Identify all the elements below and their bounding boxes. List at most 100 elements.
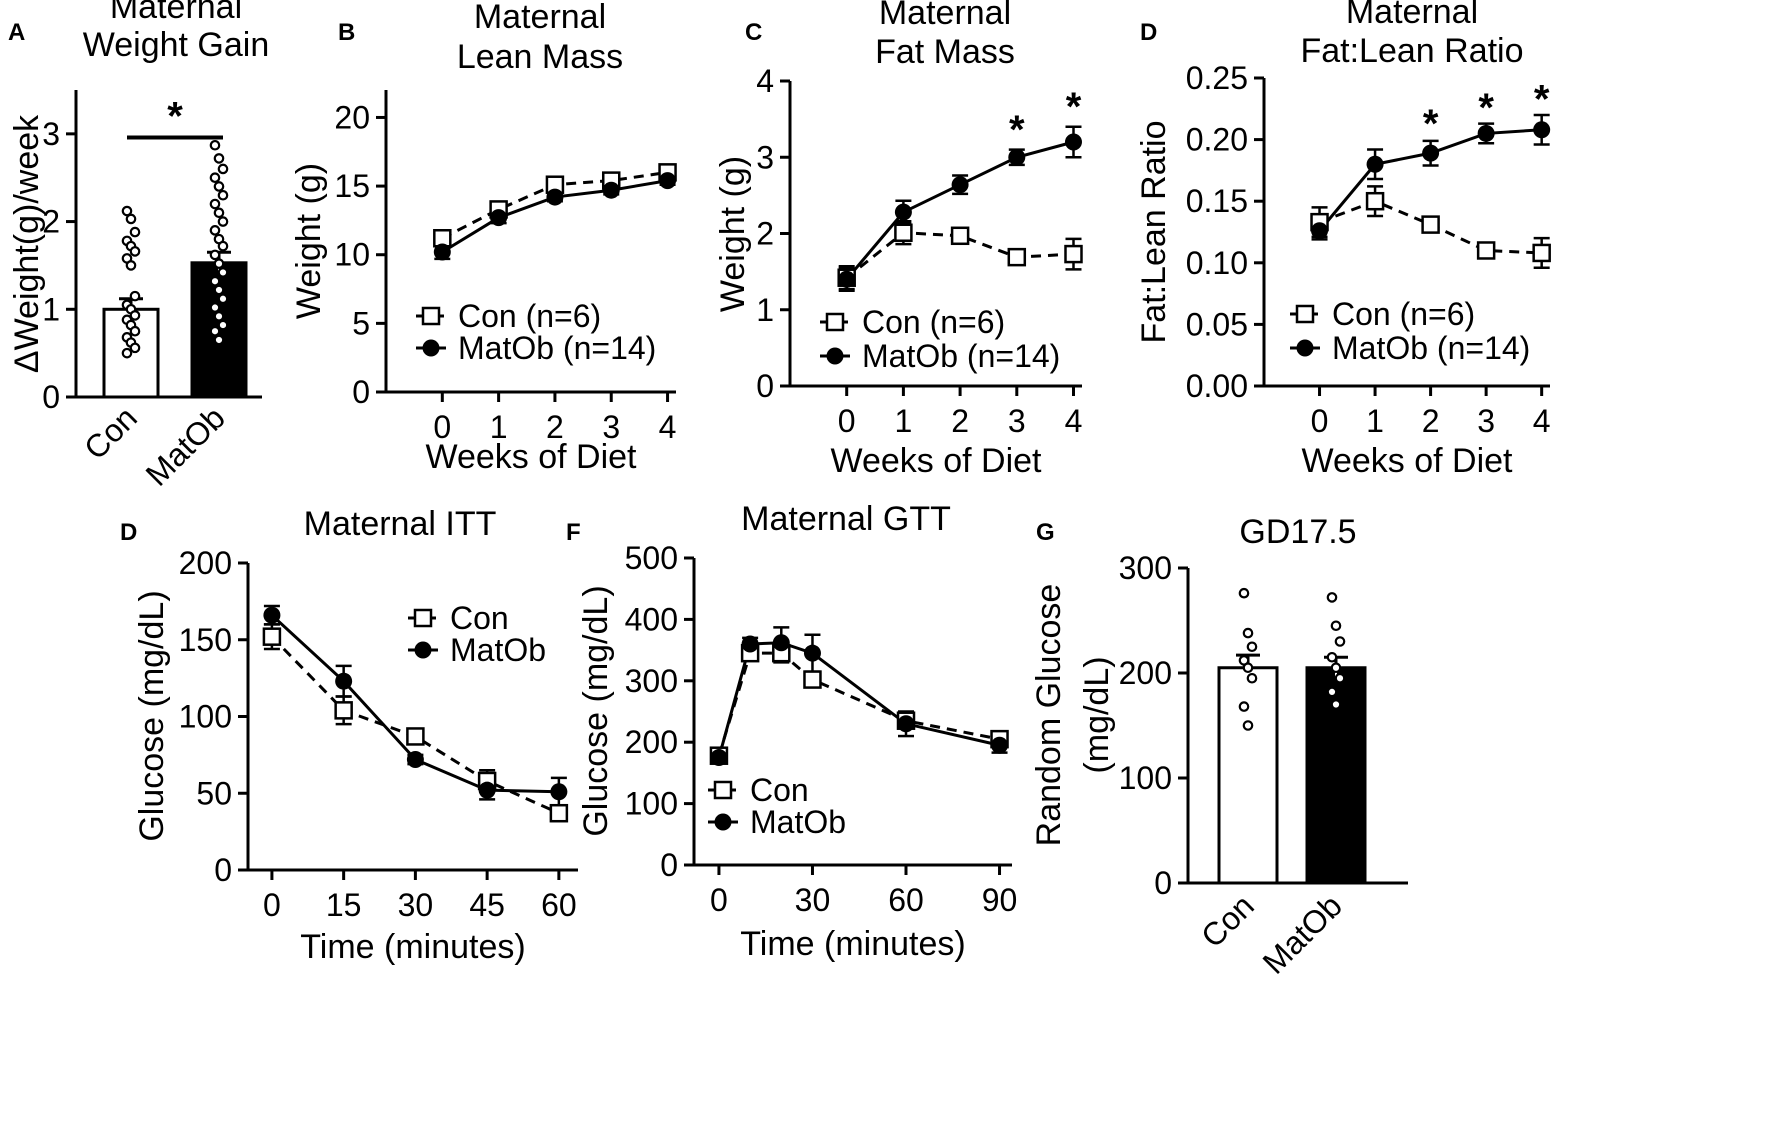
x-tick-label: 3: [1477, 403, 1495, 439]
x-tick-label: 3: [1008, 403, 1026, 439]
y-tick-label: 0: [352, 374, 370, 410]
data-point: [1242, 662, 1254, 674]
x-tick-label: 2: [1422, 403, 1440, 439]
panel-letter: D: [120, 519, 137, 546]
legend-marker: [421, 306, 441, 326]
x-tick-label: 1: [1366, 403, 1384, 439]
point-matob: [838, 270, 856, 288]
x-tick-label: 45: [469, 887, 505, 923]
data-point: [121, 347, 133, 359]
data-point: [217, 319, 229, 331]
y-tick-label: 5: [352, 305, 370, 341]
y-tick-label: 15: [334, 168, 370, 204]
legend-label: Con: [450, 600, 509, 636]
data-point: [213, 153, 225, 164]
point-con: [406, 727, 425, 746]
y-axis-label: Weight (g): [290, 163, 328, 319]
x-tick-label: 0: [263, 887, 281, 923]
legend-label: Con (n=6): [862, 304, 1005, 340]
y-tick-label: 3: [756, 139, 774, 175]
significance-star: *: [1478, 86, 1494, 130]
y-tick-label: 0.15: [1186, 183, 1248, 219]
point-matob: [772, 634, 790, 652]
y-tick-label: 200: [625, 724, 678, 760]
y-axis-label: Fat:Lean Ratio: [1135, 120, 1173, 343]
chart-title: Fat:Lean Ratio: [1300, 32, 1523, 70]
x-tick-label: 60: [541, 887, 577, 923]
x-tick-label: 4: [1065, 403, 1083, 439]
point-matob: [263, 606, 281, 624]
y-tick-label: 0.20: [1186, 122, 1248, 158]
point-matob: [602, 181, 620, 199]
significance-star: *: [1066, 85, 1082, 129]
panel-letter: D: [1140, 19, 1157, 46]
y-tick-label: 0.05: [1186, 306, 1248, 342]
y-tick-label: 1: [756, 292, 774, 328]
chart-title: Lean Mass: [457, 38, 623, 76]
point-con: [803, 670, 822, 689]
point-matob: [1533, 121, 1551, 139]
data-point: [217, 163, 229, 175]
y-tick-label: 2: [42, 204, 60, 240]
data-point: [1246, 641, 1258, 653]
y-tick-label: 2: [756, 216, 774, 252]
data-point: [217, 216, 229, 227]
point-matob: [406, 750, 424, 768]
y-tick-label: 300: [1119, 550, 1172, 586]
point-matob: [741, 635, 759, 653]
point-matob: [478, 781, 496, 799]
point-con: [549, 803, 569, 823]
x-axis-label: Time (minutes): [300, 928, 525, 966]
point-matob: [550, 783, 568, 801]
point-con: [1007, 247, 1027, 267]
y-tick-label: 0: [660, 847, 678, 883]
data-point: [213, 258, 225, 269]
point-matob: [1422, 144, 1440, 162]
x-tick-label: 1: [490, 409, 508, 445]
data-point: [217, 240, 229, 252]
y-tick-label: 1: [42, 291, 60, 327]
chart-title: GD17.5: [1239, 513, 1356, 551]
data-point: [1326, 686, 1338, 698]
x-tick-label: 60: [888, 882, 924, 918]
data-point: [1326, 592, 1338, 603]
chart-title: Maternal: [474, 0, 606, 36]
x-tick-label: 30: [795, 882, 831, 918]
y-tick-label: 150: [179, 622, 232, 658]
data-point: [1326, 651, 1338, 663]
x-tick-label: 2: [546, 409, 564, 445]
x-tick-label: 0: [838, 403, 856, 439]
chart-title: Maternal: [1346, 0, 1478, 31]
y-tick-label: 4: [756, 63, 774, 99]
chart-title: Weight Gain: [83, 26, 269, 64]
y-tick-label: 10: [334, 237, 370, 273]
data-point: [1334, 636, 1346, 647]
data-point: [209, 225, 221, 236]
y-tick-label: 3: [42, 116, 60, 152]
panel-letter: C: [745, 19, 762, 46]
legend-label: MatOb (n=14): [1332, 330, 1530, 366]
point-matob: [894, 203, 912, 221]
data-point: [129, 325, 141, 337]
legend-label: MatOb (n=14): [458, 330, 656, 366]
y-tick-label: 100: [625, 786, 678, 822]
point-matob: [546, 188, 564, 206]
legend-label: Con (n=6): [1332, 296, 1475, 332]
y-tick-label: 100: [179, 699, 232, 735]
point-con: [894, 223, 913, 242]
y-tick-label: 0: [214, 852, 232, 888]
point-matob: [659, 172, 677, 190]
x-tick-label: 30: [398, 887, 434, 923]
x-tick-label: 1: [894, 403, 912, 439]
data-point: [129, 246, 141, 257]
y-tick-label: 300: [625, 663, 678, 699]
y-tick-label: 0.25: [1186, 60, 1248, 96]
panel-letter: B: [338, 19, 355, 46]
y-axis-label: ΔWeight(g)/week: [8, 114, 46, 373]
point-matob: [335, 672, 353, 690]
point-matob: [1366, 155, 1384, 173]
data-point: [213, 284, 225, 296]
